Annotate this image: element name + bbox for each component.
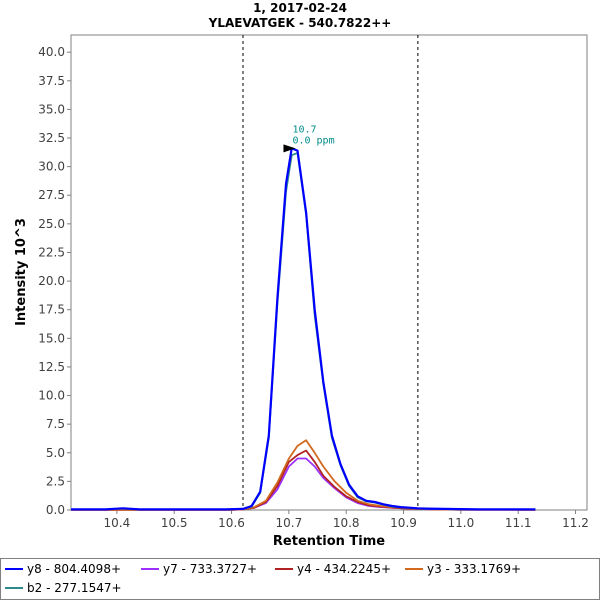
y-axis: 0.0 2.5 5.0 7.5 10.0 12.5 15.0 17.5 20.0 22.5 25.0… [38, 45, 71, 517]
y-tick-label: 37.5 [38, 74, 65, 88]
legend-label: y8 - 804.4098+ [27, 562, 122, 576]
legend-label: b2 - 277.1547+ [27, 581, 122, 595]
chart-subtitle: YLAEVATGEK - 540.7822++ [208, 16, 392, 30]
peak-arrow-icon [283, 144, 296, 153]
y-tick-label: 17.5 [38, 303, 65, 317]
x-tick-label: 11.2 [562, 516, 589, 530]
y-tick-label: 30.0 [38, 160, 65, 174]
y-tick-label: 5.0 [46, 446, 65, 460]
legend-label: y7 - 733.3727+ [163, 562, 258, 576]
legend-label: y3 - 333.1769+ [427, 562, 522, 576]
peak-annotation: 10.7 0.0 ppm [283, 124, 335, 153]
y-tick-label: 35.0 [38, 102, 65, 116]
y-tick-label: 40.0 [38, 45, 65, 59]
legend-swatch [275, 568, 293, 570]
peak-ppm-label: 0.0 ppm [292, 135, 334, 146]
y-tick-label: 10.0 [38, 389, 65, 403]
series-line-y8[interactable] [71, 147, 536, 511]
x-axis: 10.4 10.5 10.6 10.7 10.8 10.9 11.0 11.1 11.2 [104, 510, 589, 530]
legend-item-y4[interactable]: y4 - 434.2245+ [271, 560, 391, 578]
x-tick-label: 11.1 [505, 516, 532, 530]
legend-swatch [5, 587, 23, 589]
x-tick-label: 10.8 [333, 516, 360, 530]
peak-rt-label: 10.7 [292, 124, 316, 135]
x-tick-label: 11.0 [448, 516, 475, 530]
y-tick-label: 15.0 [38, 331, 65, 345]
x-tick-label: 10.9 [390, 516, 417, 530]
legend-item-y8[interactable]: y8 - 804.4098+ [1, 560, 121, 578]
x-tick-label: 10.4 [104, 516, 131, 530]
y-tick-label: 27.5 [38, 188, 65, 202]
chart-title: 1, 2017-02-24 [253, 1, 347, 15]
series-layer [71, 147, 536, 511]
legend-item-y3[interactable]: y3 - 333.1769+ [401, 560, 521, 578]
plot-area[interactable] [70, 34, 588, 511]
y-tick-label: 25.0 [38, 217, 65, 231]
y-tick-label: 0.0 [46, 503, 65, 517]
y-tick-label: 7.5 [46, 417, 65, 431]
y-tick-label: 20.0 [38, 274, 65, 288]
x-tick-label: 10.7 [276, 516, 303, 530]
x-tick-label: 10.5 [161, 516, 188, 530]
y-tick-label: 12.5 [38, 360, 65, 374]
y-tick-label: 22.5 [38, 245, 65, 259]
legend-item-y7[interactable]: y7 - 733.3727+ [137, 560, 257, 578]
legend-swatch [405, 568, 423, 570]
legend: y8 - 804.4098+ y7 - 733.3727+ y4 - 434.224… [0, 558, 600, 600]
legend-swatch [141, 568, 159, 570]
y-axis-label: Intensity 10^3 [14, 218, 29, 326]
legend-item-b2[interactable]: b2 - 277.1547+ [1, 579, 122, 597]
legend-swatch [5, 568, 23, 570]
chromatogram-chart: 1, 2017-02-24 YLAEVATGEK - 540.7822++ 0.… [14, 1, 589, 549]
y-tick-label: 32.5 [38, 131, 65, 145]
legend-label: y4 - 434.2245+ [297, 562, 392, 576]
x-axis-label: Retention Time [273, 534, 385, 549]
integration-bounds [242, 35, 419, 510]
x-tick-label: 10.6 [218, 516, 245, 530]
y-tick-label: 2.5 [46, 474, 65, 488]
